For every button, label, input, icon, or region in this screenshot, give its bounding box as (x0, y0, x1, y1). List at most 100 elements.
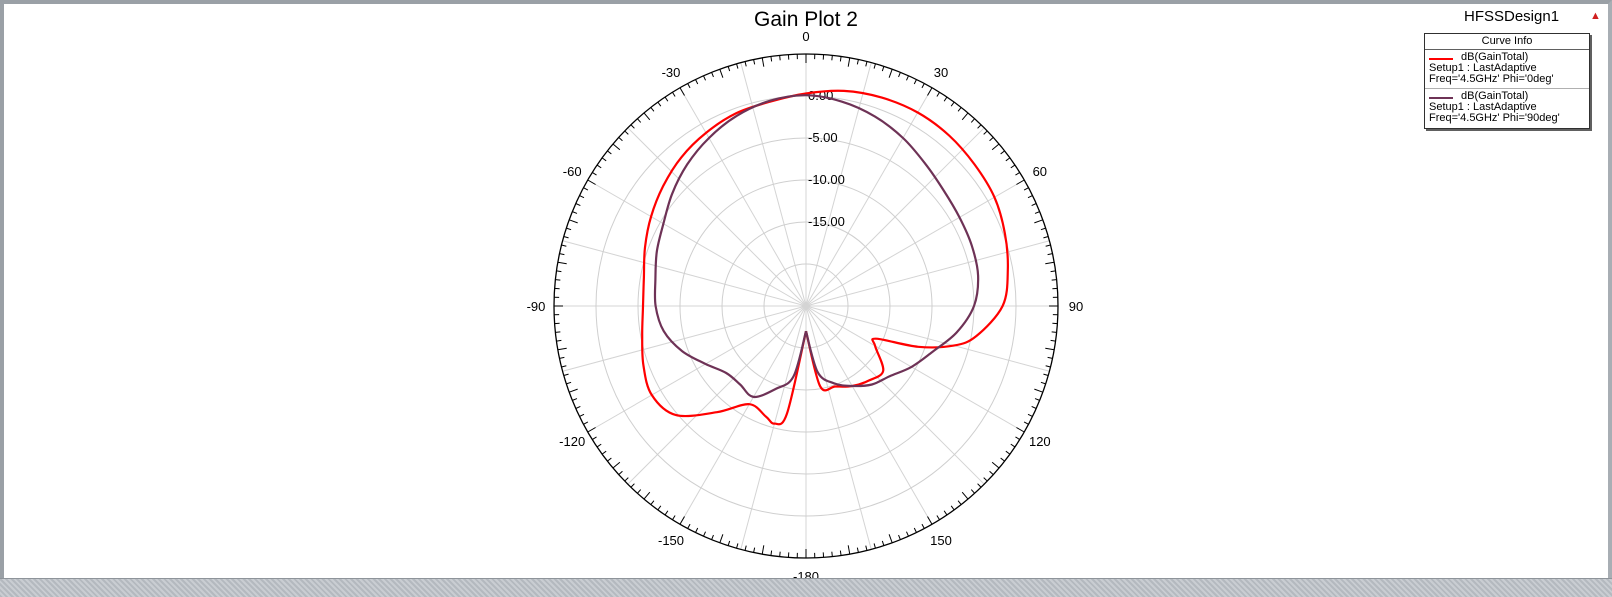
polar-angle-tick (728, 541, 730, 546)
polar-angle-tick (1016, 180, 1024, 185)
polar-angle-tick (990, 137, 994, 140)
polar-angle-tick (914, 80, 916, 84)
polar-angle-tick (1052, 332, 1057, 333)
polar-angle-tick (754, 60, 755, 65)
polar-angle-tick (962, 492, 968, 499)
polar-angle-tick (978, 125, 981, 129)
angle-tick-label: 150 (930, 533, 952, 548)
polar-angle-tick (1006, 451, 1010, 454)
polar-angle-tick (580, 196, 584, 198)
polar-angle-tick (566, 228, 571, 230)
curve-info-legend[interactable]: Curve Info dB(GainTotal) Setup1 : LastAd… (1424, 33, 1590, 129)
polar-angle-tick (978, 484, 981, 488)
polar-angle-tick (704, 532, 706, 537)
polar-angle-tick (857, 548, 858, 553)
polar-angle-tick (712, 535, 714, 540)
polar-angle-tick (680, 88, 685, 96)
polar-angle-tick (580, 414, 584, 416)
design-warning-icon[interactable]: ▲ (1590, 10, 1601, 22)
polar-angle-tick (848, 545, 850, 554)
polar-angle-tick (588, 428, 596, 433)
polar-angle-tick (1045, 262, 1054, 264)
polar-angle-tick (1011, 165, 1015, 168)
polar-angle-tick (882, 66, 884, 71)
polar-angle-tick (1028, 196, 1032, 198)
polar-angle-tick (928, 88, 933, 96)
chart-title: Gain Plot 2 (754, 8, 858, 31)
angle-tick-label: 120 (1029, 434, 1051, 449)
polar-angle-tick (688, 83, 690, 87)
polar-angle-tick (1032, 204, 1037, 206)
polar-angle-tick (658, 506, 661, 510)
polar-angle-tick (1043, 237, 1048, 238)
polar-angle-tick (560, 254, 565, 255)
polar-angle-tick (613, 144, 620, 150)
polar-angle-tick (1016, 428, 1024, 433)
polar-angle-tick (602, 451, 606, 454)
angle-tick-label: -60 (563, 164, 582, 179)
polar-angle-tick (992, 144, 999, 150)
polar-angle-tick (832, 552, 833, 557)
polar-angle-tick (882, 541, 884, 546)
polar-angle-tick (597, 444, 601, 447)
polar-angle-tick (1001, 151, 1005, 154)
polar-angle-tick (672, 92, 675, 96)
polar-angle-tick (874, 543, 875, 548)
polar-angle-tick (1006, 158, 1010, 161)
polar-angle-tick (874, 64, 875, 69)
polar-angle-tick (971, 119, 974, 123)
radial-tick-label: -10.00 (808, 172, 845, 187)
design-name-label: HFSSDesign1 (1464, 8, 1559, 25)
legend-curve-params: Freq='4.5GHz' Phi='90deg' (1429, 112, 1560, 124)
polar-angle-tick (1028, 414, 1032, 416)
polar-angle-tick (583, 188, 587, 190)
window-bottom-border (0, 578, 1612, 597)
polar-angle-tick (566, 382, 571, 384)
polar-angle-tick (1051, 271, 1056, 272)
polar-angle-tick (951, 102, 954, 106)
polar-angle-tick (1041, 228, 1046, 230)
polar-angle-tick (857, 60, 858, 65)
polar-angle-tick (592, 437, 596, 440)
polar-angle-tick (951, 506, 954, 510)
polar-angle-tick (720, 69, 723, 77)
polar-angle-tick (637, 490, 640, 494)
polar-angle-tick (644, 113, 650, 120)
polar-angle-tick (607, 151, 611, 154)
legend-entry-phi-90[interactable]: dB(GainTotal) Setup1 : LastAdaptive Freq… (1425, 89, 1589, 127)
polar-angle-tick (1048, 254, 1053, 255)
polar-angle-tick (937, 515, 940, 519)
polar-angle-tick (762, 58, 764, 67)
polar-angle-tick (555, 280, 560, 281)
legend-curve-params: Freq='4.5GHz' Phi='0deg' (1429, 73, 1554, 85)
polar-angle-tick (556, 340, 561, 341)
polar-angle-tick (564, 374, 569, 375)
polar-angle-tick (762, 545, 764, 554)
legend-title: Curve Info (1425, 34, 1589, 50)
polar-angle-tick (899, 535, 901, 540)
polar-angle-tick (866, 61, 867, 66)
polar-angle-tick (1034, 220, 1042, 223)
polar-angle-tick (712, 72, 714, 77)
polar-angle-tick (651, 501, 654, 505)
polar-angle-tick (889, 534, 892, 542)
polar-angle-tick (555, 332, 560, 333)
polar-angle-tick (1015, 437, 1019, 440)
polar-angle-tick (906, 76, 908, 81)
polar-angle-tick (651, 107, 654, 111)
angle-tick-label: 30 (934, 65, 948, 80)
polar-angle-tick (780, 55, 781, 60)
polar-angle-tick (754, 548, 755, 553)
polar-angle-tick (958, 107, 961, 111)
polar-angle-tick (592, 172, 596, 175)
legend-entry-phi-0[interactable]: dB(GainTotal) Setup1 : LastAdaptive Freq… (1425, 50, 1589, 89)
polar-angle-tick (737, 64, 738, 69)
polar-angle-tick (771, 56, 772, 61)
polar-angle-tick (1052, 280, 1057, 281)
polar-angle-tick (672, 515, 675, 519)
polar-angle-tick (576, 406, 581, 408)
polar-angle-tick (848, 58, 850, 67)
polar-angle-tick (558, 262, 567, 264)
polar-angle-tick (737, 543, 738, 548)
polar-angle-tick (1032, 406, 1037, 408)
